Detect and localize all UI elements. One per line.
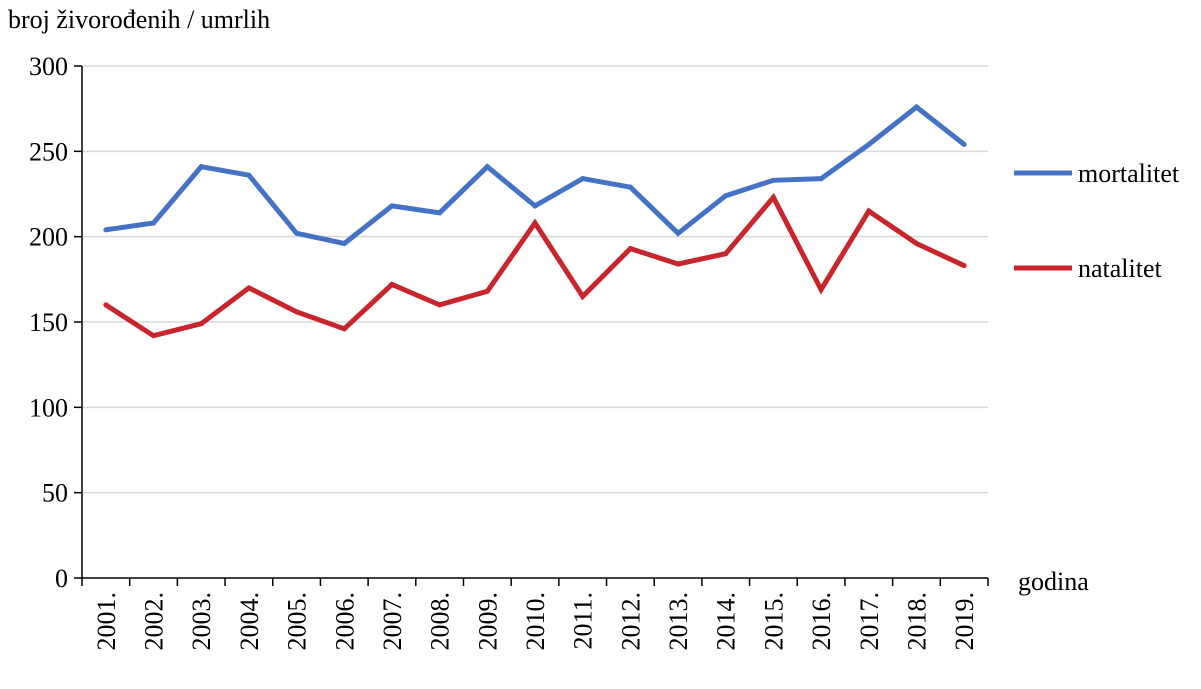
data-point-natalitet — [675, 261, 681, 267]
x-tick-label: 2010. — [521, 592, 550, 651]
y-tick-label: 300 — [29, 52, 68, 81]
x-tick-label: 2006. — [330, 592, 359, 651]
data-point-mortalitet — [770, 177, 776, 183]
data-point-natalitet — [246, 285, 252, 291]
legend: mortalitet natalitet — [1014, 159, 1180, 283]
y-tick-label: 150 — [29, 308, 68, 337]
data-point-natalitet — [913, 240, 919, 246]
x-tick-label: 2002. — [140, 592, 169, 651]
x-axis-label: godina — [1018, 567, 1089, 596]
data-point-mortalitet — [341, 240, 347, 246]
data-point-natalitet — [770, 194, 776, 200]
x-tick-label: 2009. — [473, 592, 502, 651]
data-point-mortalitet — [103, 227, 109, 233]
data-point-natalitet — [103, 302, 109, 308]
x-tick-label: 2016. — [807, 592, 836, 651]
data-point-natalitet — [961, 263, 967, 269]
data-point-mortalitet — [246, 172, 252, 178]
x-tick-label: 2017. — [855, 592, 884, 651]
data-point-natalitet — [723, 251, 729, 257]
x-tick-label: 2007. — [378, 592, 407, 651]
data-point-mortalitet — [723, 193, 729, 199]
legend-label-mortalitet: mortalitet — [1078, 159, 1180, 188]
data-point-mortalitet — [532, 203, 538, 209]
axes: 0 50 100 150 200 250 300 2001. 2002. 2003. 2004. 20… — [29, 52, 989, 651]
data-point-natalitet — [294, 309, 300, 315]
data-point-mortalitet — [818, 176, 824, 182]
x-tick-label: 2004. — [235, 592, 264, 651]
x-tick-label: 2001. — [92, 592, 121, 651]
data-point-natalitet — [437, 302, 443, 308]
x-tick-label: 2019. — [950, 592, 979, 651]
data-point-mortalitet — [627, 184, 633, 190]
y-tick-label: 100 — [29, 393, 68, 422]
data-point-mortalitet — [294, 230, 300, 236]
y-tick-label: 200 — [29, 223, 68, 252]
data-point-natalitet — [532, 220, 538, 226]
x-tick-label: 2014. — [712, 592, 741, 651]
data-point-mortalitet — [675, 230, 681, 236]
y-tick-label: 50 — [42, 479, 68, 508]
y-tick-label: 250 — [29, 137, 68, 166]
legend-label-natalitet: natalitet — [1078, 254, 1163, 283]
data-point-mortalitet — [866, 142, 872, 148]
x-tick-label: 2008. — [426, 592, 455, 651]
series-lines — [103, 103, 967, 339]
x-tick-label: 2013. — [664, 592, 693, 651]
data-point-natalitet — [627, 246, 633, 252]
data-point-mortalitet — [913, 104, 919, 110]
data-point-mortalitet — [484, 164, 490, 170]
data-point-natalitet — [341, 326, 347, 332]
x-tick-label: 2003. — [187, 592, 216, 651]
data-point-natalitet — [866, 208, 872, 214]
gridlines — [82, 65, 988, 494]
data-point-natalitet — [818, 287, 824, 293]
x-tick-label: 2011. — [569, 592, 598, 650]
x-tick-label: 2012. — [616, 592, 645, 651]
y-tick-label: 0 — [55, 564, 68, 593]
series-line-natalitet — [104, 192, 966, 339]
y-axis-label: broj živorođenih / umrlih — [8, 5, 270, 34]
data-point-mortalitet — [580, 176, 586, 182]
x-tick-label: 2018. — [902, 592, 931, 651]
x-tick-label: 2015. — [759, 592, 788, 651]
data-point-natalitet — [389, 281, 395, 287]
data-point-mortalitet — [198, 164, 204, 170]
data-point-mortalitet — [389, 203, 395, 209]
data-point-mortalitet — [151, 220, 157, 226]
data-point-mortalitet — [961, 142, 967, 148]
data-point-natalitet — [484, 288, 490, 294]
data-point-mortalitet — [437, 210, 443, 216]
data-point-natalitet — [198, 321, 204, 327]
data-point-natalitet — [580, 293, 586, 299]
data-point-natalitet — [151, 333, 157, 339]
x-tick-label: 2005. — [283, 592, 312, 651]
